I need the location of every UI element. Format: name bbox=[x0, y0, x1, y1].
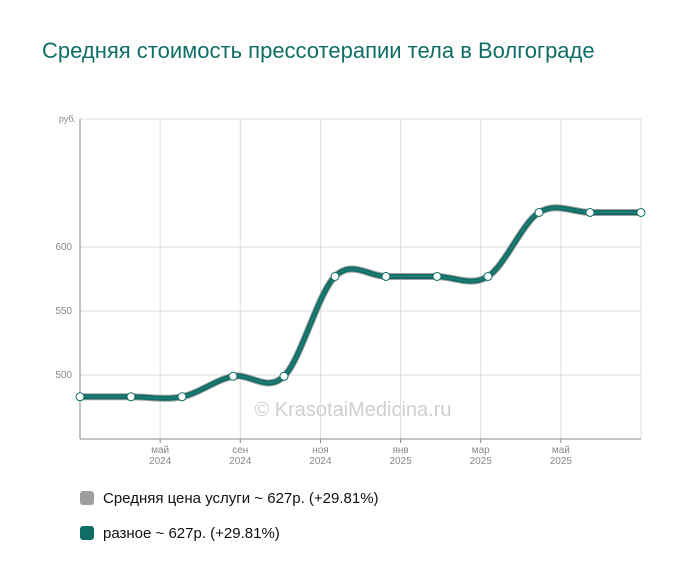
series-line-misc bbox=[77, 205, 644, 401]
legend-swatch-average bbox=[80, 491, 94, 505]
legend-label-average: Средняя цена услуги ~ 627р. (+29.81%) bbox=[103, 489, 379, 507]
x-tick-label-year: 2025 bbox=[550, 456, 573, 467]
x-tick-label-year: 2024 bbox=[309, 456, 332, 467]
chart-title: Средняя стоимость прессотерапии тела в В… bbox=[42, 38, 595, 63]
legend-label-misc: разное ~ 627р. (+29.81%) bbox=[103, 524, 280, 542]
watermark-text: © KrasotaiMedicina.ru bbox=[254, 399, 451, 421]
series-line-average bbox=[76, 204, 645, 402]
points bbox=[75, 207, 646, 402]
series-line-highlight bbox=[79, 207, 641, 399]
data-point bbox=[330, 271, 340, 281]
axes: руб.500550600май2024сен2024ноя2024янв202… bbox=[55, 114, 641, 467]
legend-swatch-misc bbox=[80, 526, 94, 540]
x-tick-label-month: сен bbox=[232, 445, 248, 456]
grid bbox=[80, 118, 642, 439]
data-point bbox=[483, 271, 493, 281]
data-point bbox=[126, 392, 136, 402]
data-point bbox=[381, 271, 391, 281]
x-tick-label-month: май bbox=[552, 445, 570, 456]
y-tick-label: 600 bbox=[55, 242, 72, 253]
x-tick-label-month: янв bbox=[392, 445, 408, 456]
x-tick-label-year: 2024 bbox=[229, 456, 252, 467]
data-point bbox=[636, 207, 646, 217]
data-point bbox=[585, 207, 595, 217]
data-point bbox=[432, 271, 442, 281]
x-tick-label-year: 2024 bbox=[149, 456, 172, 467]
x-tick-label-month: ноя bbox=[312, 445, 329, 456]
data-point bbox=[75, 392, 85, 402]
legend-item-average[interactable]: Средняя цена услуги ~ 627р. (+29.81%) bbox=[80, 488, 379, 508]
y-axis-unit-label: руб. bbox=[59, 114, 76, 124]
legend-item-misc[interactable]: разное ~ 627р. (+29.81%) bbox=[80, 523, 379, 543]
y-tick-label: 500 bbox=[55, 370, 72, 381]
x-tick-label-year: 2025 bbox=[470, 456, 493, 467]
x-tick-label-month: мар bbox=[472, 445, 490, 456]
y-tick-label: 550 bbox=[55, 306, 72, 317]
x-tick-label-month: май bbox=[151, 445, 169, 456]
data-point bbox=[228, 371, 238, 381]
data-point bbox=[177, 392, 187, 402]
x-tick-label-year: 2025 bbox=[389, 456, 412, 467]
data-point bbox=[534, 207, 544, 217]
legend: Средняя цена услуги ~ 627р. (+29.81%) ра… bbox=[80, 488, 379, 558]
series bbox=[76, 204, 645, 402]
data-point bbox=[279, 371, 289, 381]
